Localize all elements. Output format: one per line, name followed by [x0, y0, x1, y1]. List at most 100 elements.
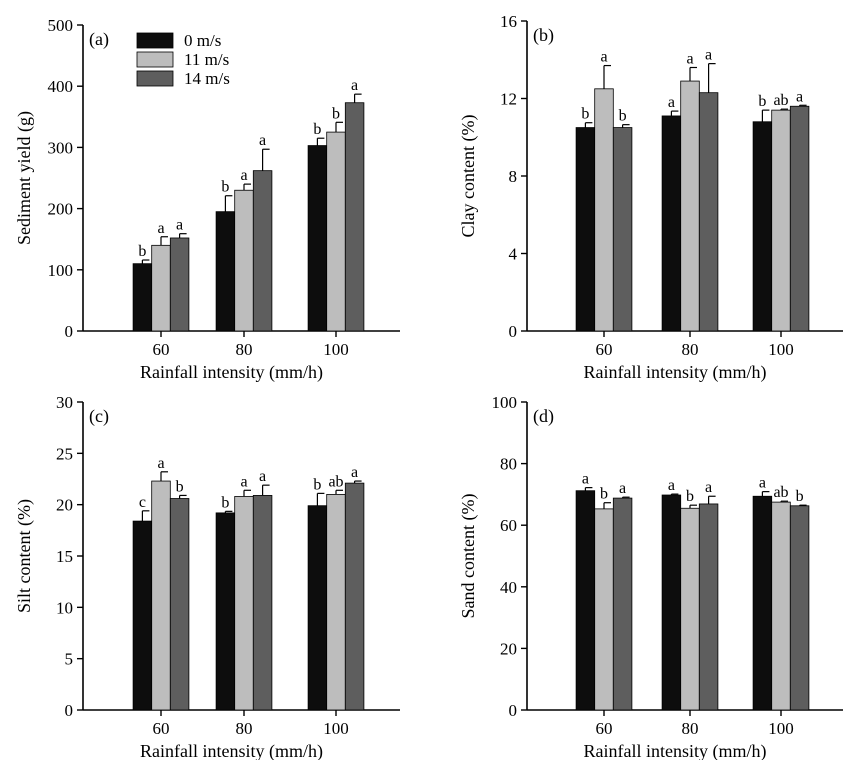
bar — [752, 495, 773, 711]
legend: 0 m/s11 m/s14 m/s — [136, 31, 230, 88]
y-tick-label: 4 — [509, 245, 518, 264]
bar — [132, 263, 153, 332]
significance-letter: b — [313, 121, 321, 138]
y-tick-label: 0 — [65, 322, 74, 341]
y-tick-label: 60 — [500, 516, 517, 535]
significance-letter: a — [351, 464, 358, 481]
x-axis-title: Rainfall intensity (mm/h) — [584, 741, 767, 760]
y-tick-label: 8 — [509, 167, 518, 186]
y-tick-label: 500 — [48, 16, 74, 35]
significance-letter: ab — [773, 484, 788, 501]
y-tick-label: 0 — [65, 701, 74, 720]
y-tick-label: 0 — [509, 322, 518, 341]
bar — [594, 88, 614, 332]
y-axis-title: Clay content (%) — [458, 115, 479, 238]
x-axis-title: Rainfall intensity (mm/h) — [140, 741, 323, 760]
bar — [215, 512, 236, 711]
y-tick-label: 400 — [48, 77, 74, 96]
legend-swatch — [136, 70, 174, 87]
bar — [575, 127, 596, 332]
y-tick-label: 20 — [500, 639, 517, 658]
significance-letter: a — [351, 77, 358, 94]
bar — [680, 80, 700, 332]
x-tick-label: 100 — [323, 719, 349, 738]
x-tick-label: 80 — [236, 719, 253, 738]
y-tick-label: 100 — [48, 261, 74, 280]
x-tick-label: 60 — [596, 340, 613, 359]
y-tick-label: 15 — [56, 547, 73, 566]
significance-letter: a — [582, 471, 589, 488]
significance-letter: a — [668, 94, 675, 111]
significance-letter: a — [796, 88, 803, 105]
y-tick-label: 100 — [492, 393, 518, 412]
bar — [575, 490, 596, 711]
x-tick-label: 60 — [153, 719, 170, 738]
bar — [326, 131, 346, 332]
legend-label: 0 m/s — [184, 31, 221, 50]
bar — [680, 507, 700, 711]
bar — [326, 493, 346, 711]
significance-letter: a — [259, 132, 266, 149]
bar — [151, 244, 171, 332]
significance-letter: a — [619, 480, 626, 497]
bar — [698, 92, 719, 332]
significance-letter: a — [705, 479, 712, 496]
legend-label: 11 m/s — [184, 50, 229, 69]
bar — [234, 189, 254, 332]
significance-letter: b — [686, 488, 694, 505]
significance-letter: a — [259, 468, 266, 485]
bar — [151, 480, 171, 711]
significance-letter: a — [668, 477, 675, 494]
bar — [661, 494, 682, 711]
x-tick-label: 60 — [596, 719, 613, 738]
bar — [752, 121, 773, 332]
significance-letter: a — [759, 475, 766, 492]
bar — [307, 505, 328, 711]
x-tick-label: 80 — [682, 340, 699, 359]
significance-letter: a — [157, 220, 164, 237]
significance-letter: a — [240, 167, 247, 184]
y-tick-label: 10 — [56, 598, 73, 617]
bar — [789, 505, 810, 711]
bar — [344, 102, 365, 332]
significance-letter: b — [221, 494, 229, 511]
bar — [789, 105, 810, 332]
significance-letter: ab — [773, 92, 788, 109]
bar — [612, 127, 633, 332]
panel-label: (c) — [89, 406, 109, 427]
significance-letter: c — [139, 494, 146, 511]
bar — [252, 170, 273, 332]
y-tick-label: 40 — [500, 578, 517, 597]
x-tick-label: 100 — [323, 340, 349, 359]
y-tick-label: 80 — [500, 455, 517, 474]
significance-letter: b — [332, 105, 340, 122]
significance-letter: a — [600, 49, 607, 66]
y-tick-label: 200 — [48, 200, 74, 219]
y-tick-label: 30 — [56, 393, 73, 412]
significance-letter: b — [138, 243, 146, 260]
significance-letter: b — [313, 476, 321, 493]
x-tick-label: 100 — [768, 719, 794, 738]
bar — [169, 237, 190, 332]
y-tick-label: 12 — [500, 90, 517, 109]
y-axis-title: Sand content (%) — [458, 494, 479, 619]
legend-label: 14 m/s — [184, 69, 230, 88]
significance-letter: a — [176, 217, 183, 234]
y-tick-label: 300 — [48, 138, 74, 157]
legend-swatch — [136, 32, 174, 49]
x-axis-title: Rainfall intensity (mm/h) — [584, 362, 767, 383]
x-tick-label: 60 — [153, 340, 170, 359]
y-tick-label: 16 — [500, 12, 517, 31]
significance-letter: b — [581, 106, 589, 123]
bar — [252, 495, 273, 711]
significance-letter: b — [176, 478, 184, 495]
bar — [771, 501, 791, 711]
significance-letter: b — [758, 93, 766, 110]
significance-letter: b — [600, 486, 608, 503]
bar — [771, 109, 791, 332]
y-axis-title: Silt content (%) — [14, 499, 35, 613]
